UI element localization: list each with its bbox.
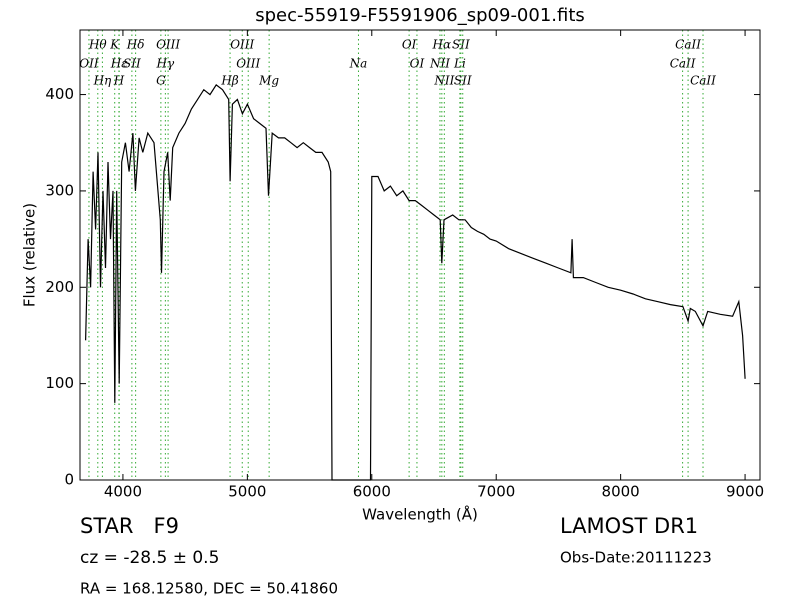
spectral-line-label: NII (429, 57, 450, 71)
survey-label: LAMOST DR1 (560, 514, 698, 538)
spectral-line-label: CaII (675, 38, 701, 52)
spectral-line-label: Hβ (220, 74, 238, 88)
spectral-line-label: OIII (156, 38, 180, 52)
x-tick-label: 7000 (477, 483, 515, 501)
spectral-line-label: Hθ (88, 38, 107, 52)
spectral-line-label: SII (454, 74, 472, 88)
x-tick-label: 8000 (602, 483, 640, 501)
chart-title: spec-55919-F5591906_sp09-001.fits (255, 5, 585, 26)
spectrum-line (85, 84, 746, 481)
spectral-line-label: CaII (670, 57, 696, 71)
y-tick-label: 400 (45, 85, 74, 103)
y-tick-label: 200 (45, 278, 74, 296)
spectral-line-label: Hδ (126, 38, 145, 52)
spectral-line-label: Hα (432, 38, 452, 52)
spectral-line-label: G (156, 74, 166, 88)
x-tick-label: 4000 (104, 483, 142, 501)
object-label: STAR F9 (80, 514, 179, 538)
spectral-line-label: OIII (236, 57, 260, 71)
spectral-line-label: CaII (690, 74, 716, 88)
spectral-line-label: OI (410, 57, 425, 71)
spectral-line-label: Li (453, 57, 466, 71)
spectral-line-label: Na (349, 57, 368, 71)
y-axis-label: Flux (relative) (21, 203, 39, 307)
spectral-line-label: OII (79, 57, 99, 71)
spectral-line-label: OIII (230, 38, 254, 52)
y-tick-label: 300 (45, 181, 74, 199)
spectral-line-label: K (109, 38, 120, 52)
coords-label: RA = 168.12580, DEC = 50.41860 (80, 580, 338, 598)
date-label: Obs-Date:20111223 (560, 549, 712, 567)
x-tick-label: 5000 (228, 483, 266, 501)
x-axis-label: Wavelength (Å) (362, 505, 478, 524)
spectral-line-label: Hγ (156, 57, 175, 71)
x-tick-label: 6000 (353, 483, 391, 501)
y-tick-label: 0 (64, 471, 74, 489)
spectral-line-label: SII (123, 57, 141, 71)
spectral-line-label: NII (433, 74, 454, 88)
plot-frame (79, 29, 761, 481)
spectral-line-label: Hη (93, 74, 112, 88)
redshift-label: cz = -28.5 ± 0.5 (80, 548, 219, 568)
spectral-line-label: OI (402, 38, 417, 52)
spectral-line-label: SII (452, 38, 470, 52)
spectral-line-label: Hε (110, 57, 128, 71)
spectral-line-label: Mg (258, 74, 279, 88)
x-tick-label: 9000 (726, 483, 764, 501)
y-tick-label: 100 (45, 374, 74, 392)
